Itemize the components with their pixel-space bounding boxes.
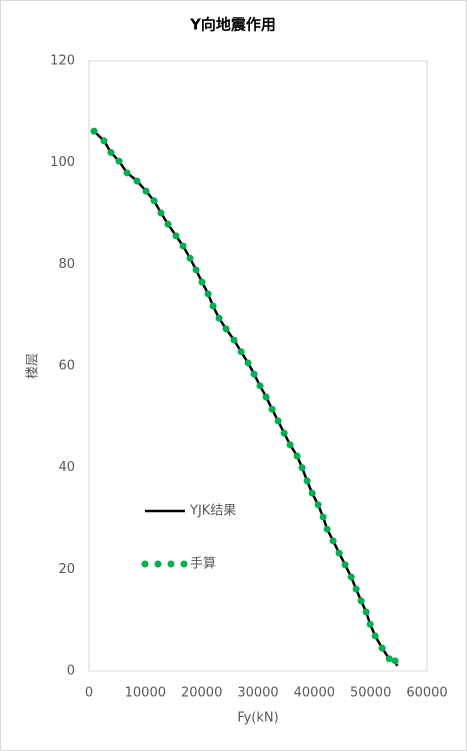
series-dot xyxy=(308,489,316,497)
series-dot xyxy=(164,220,172,228)
plot-area xyxy=(88,60,428,672)
y-tick-label: 60 xyxy=(58,359,75,374)
x-tick-label: 0 xyxy=(85,686,93,701)
series-dot xyxy=(256,382,264,390)
series-dot xyxy=(378,644,386,652)
x-axis-title: Fy(kN) xyxy=(237,711,278,726)
legend-dot xyxy=(180,560,188,568)
y-tick-label: 120 xyxy=(50,54,75,69)
y-tick-label: 0 xyxy=(67,664,75,679)
series-dot xyxy=(115,157,123,165)
series-dot xyxy=(222,325,230,333)
series-dot xyxy=(157,209,165,217)
series-dot xyxy=(286,441,294,449)
series-dot xyxy=(362,608,370,616)
series-dot xyxy=(100,137,108,145)
y-tick-label: 80 xyxy=(58,257,75,272)
series-dot xyxy=(90,127,98,135)
x-tick-label: 60000 xyxy=(406,686,447,701)
series-dot xyxy=(250,370,258,378)
legend-dot xyxy=(141,560,149,568)
series-dot xyxy=(142,187,150,195)
series-dot xyxy=(133,177,141,185)
series-dot xyxy=(244,359,252,367)
series-dot xyxy=(303,477,311,485)
y-axis-title: 楼层 xyxy=(26,353,41,379)
x-tick-label: 40000 xyxy=(294,686,335,701)
series-dot xyxy=(198,278,206,286)
series-dot xyxy=(293,452,301,460)
series-dot xyxy=(298,464,306,472)
series-dot xyxy=(352,585,360,593)
series-dot xyxy=(150,197,158,205)
series-dot xyxy=(385,655,393,663)
series-dot xyxy=(371,632,379,640)
series-dot xyxy=(280,429,288,437)
y-tick-label: 100 xyxy=(50,155,75,170)
series-dot xyxy=(329,537,337,545)
legend-label: 手算 xyxy=(190,557,216,572)
series-dot xyxy=(347,573,355,581)
series-dot xyxy=(357,597,365,605)
series-dot xyxy=(366,620,374,628)
series-dot xyxy=(204,290,212,298)
series-dot xyxy=(123,169,131,177)
series-dot xyxy=(172,232,180,240)
x-tick-label: 50000 xyxy=(350,686,391,701)
series-dot xyxy=(319,513,327,521)
series-dot xyxy=(314,501,322,509)
y-tick-label: 40 xyxy=(58,460,75,475)
chart-title: Y向地震作用 xyxy=(189,16,276,34)
series-dot xyxy=(237,348,245,356)
series-dot xyxy=(341,561,349,569)
legend-dot xyxy=(154,560,162,568)
series-dot xyxy=(192,266,200,274)
legend-dot xyxy=(167,560,175,568)
series-dot xyxy=(262,393,270,401)
series-dot xyxy=(215,314,223,322)
series-dot xyxy=(186,254,194,262)
series-dot xyxy=(268,405,276,413)
x-tick-label: 30000 xyxy=(237,686,278,701)
series-dot xyxy=(335,549,343,557)
y-tick-label: 20 xyxy=(58,562,75,577)
legend-label: YJK结果 xyxy=(189,504,236,519)
series-dot xyxy=(230,336,238,344)
series-dot xyxy=(391,657,399,665)
series-dot xyxy=(323,525,331,533)
series-dot xyxy=(209,302,217,310)
series-dot xyxy=(179,242,187,250)
series-dot xyxy=(107,149,115,156)
x-tick-label: 20000 xyxy=(181,686,222,701)
x-tick-label: 10000 xyxy=(125,686,166,701)
series-dot xyxy=(274,417,282,425)
